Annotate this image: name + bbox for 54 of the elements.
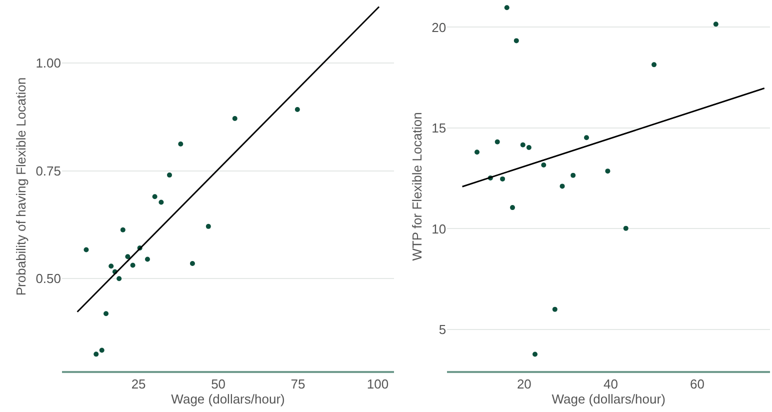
point xyxy=(500,176,506,182)
y-tick-label: 5 xyxy=(438,322,446,338)
y-tick-label: 1.00 xyxy=(36,55,61,70)
point xyxy=(510,205,515,210)
point xyxy=(584,135,589,140)
point xyxy=(526,145,532,150)
x-tick-label: 50 xyxy=(211,376,226,392)
point xyxy=(206,224,211,229)
point xyxy=(94,352,99,357)
point xyxy=(144,256,150,262)
point xyxy=(294,106,300,112)
x-tick-label: 100 xyxy=(366,376,389,392)
point xyxy=(560,184,565,189)
point xyxy=(116,276,122,282)
point xyxy=(125,254,130,260)
point xyxy=(130,262,136,268)
point xyxy=(104,311,109,316)
point xyxy=(166,172,172,178)
point xyxy=(99,348,104,353)
point xyxy=(108,264,114,269)
point xyxy=(178,141,184,146)
y-tick-label: 10 xyxy=(432,221,446,236)
y-tick-label: 0.50 xyxy=(36,271,61,286)
point xyxy=(504,5,510,10)
x-tick-label: 40 xyxy=(604,376,618,392)
x-tick-label: 60 xyxy=(690,376,705,392)
y-axis-title: Probability of having Flexible Location xyxy=(14,77,29,296)
x-axis-title: Wage (dollars/hour) xyxy=(171,392,285,407)
x-tick-label: 75 xyxy=(290,376,306,392)
x-tick-label: 25 xyxy=(131,376,146,392)
point xyxy=(652,62,657,68)
point xyxy=(152,194,158,200)
point xyxy=(514,38,519,44)
point xyxy=(120,227,126,232)
x-tick-label: 20 xyxy=(516,376,532,392)
point xyxy=(713,22,718,27)
y-tick-label: 0.75 xyxy=(36,163,61,178)
point xyxy=(190,261,195,266)
point xyxy=(474,150,480,155)
point xyxy=(605,168,610,174)
point xyxy=(494,139,500,144)
point xyxy=(541,162,546,168)
y-axis-title: WTP for Flexible Location xyxy=(410,112,425,261)
point xyxy=(552,306,558,312)
x-axis-title: Wage (dollars/hour) xyxy=(552,392,666,407)
point xyxy=(532,352,538,357)
point xyxy=(158,200,164,205)
point xyxy=(570,172,576,178)
y-tick-label: 15 xyxy=(432,120,446,136)
point xyxy=(623,226,628,231)
y-tick-label: 20 xyxy=(432,20,446,35)
point xyxy=(520,142,526,148)
point xyxy=(84,247,89,252)
point xyxy=(232,116,238,122)
